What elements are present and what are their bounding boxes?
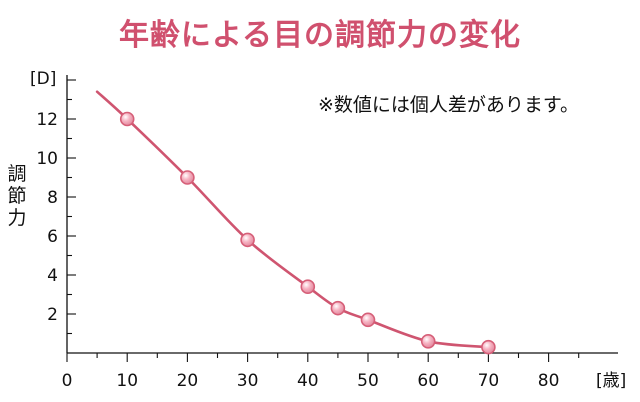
chart-note: ※数値には個人差があります。: [318, 94, 580, 116]
y-tick-label: 2: [47, 305, 58, 325]
y-axis-unit: [D]: [30, 69, 56, 89]
series-line: [95, 90, 490, 349]
data-point: [360, 312, 376, 328]
data-point: [119, 111, 135, 127]
chart-title: 年齢による目の調節力の変化: [118, 18, 522, 53]
data-point: [420, 333, 436, 349]
y-tick-label: 12: [36, 110, 58, 130]
x-tick-label: 80: [538, 371, 560, 391]
y-axis-label: 調節力: [7, 163, 27, 229]
x-tick-label: 20: [177, 371, 199, 391]
y-tick-label: 6: [47, 227, 58, 247]
x-tick-label: 40: [297, 371, 319, 391]
data-point: [481, 339, 496, 355]
data-point: [180, 170, 195, 185]
x-tick-label: 30: [237, 371, 259, 391]
x-tick-label: 50: [357, 371, 379, 391]
data-point: [300, 279, 316, 295]
x-tick-label: 10: [116, 371, 138, 391]
x-axis-unit: [歳]: [596, 371, 626, 391]
y-tick-label: 4: [47, 266, 58, 286]
y-tick-label: 10: [36, 149, 58, 169]
x-tick-label: 70: [478, 371, 500, 391]
data-point: [330, 300, 346, 316]
x-tick-label: 60: [417, 371, 439, 391]
y-tick-label: 8: [47, 188, 58, 208]
x-tick-label: 0: [62, 371, 73, 391]
data-point: [240, 232, 255, 248]
